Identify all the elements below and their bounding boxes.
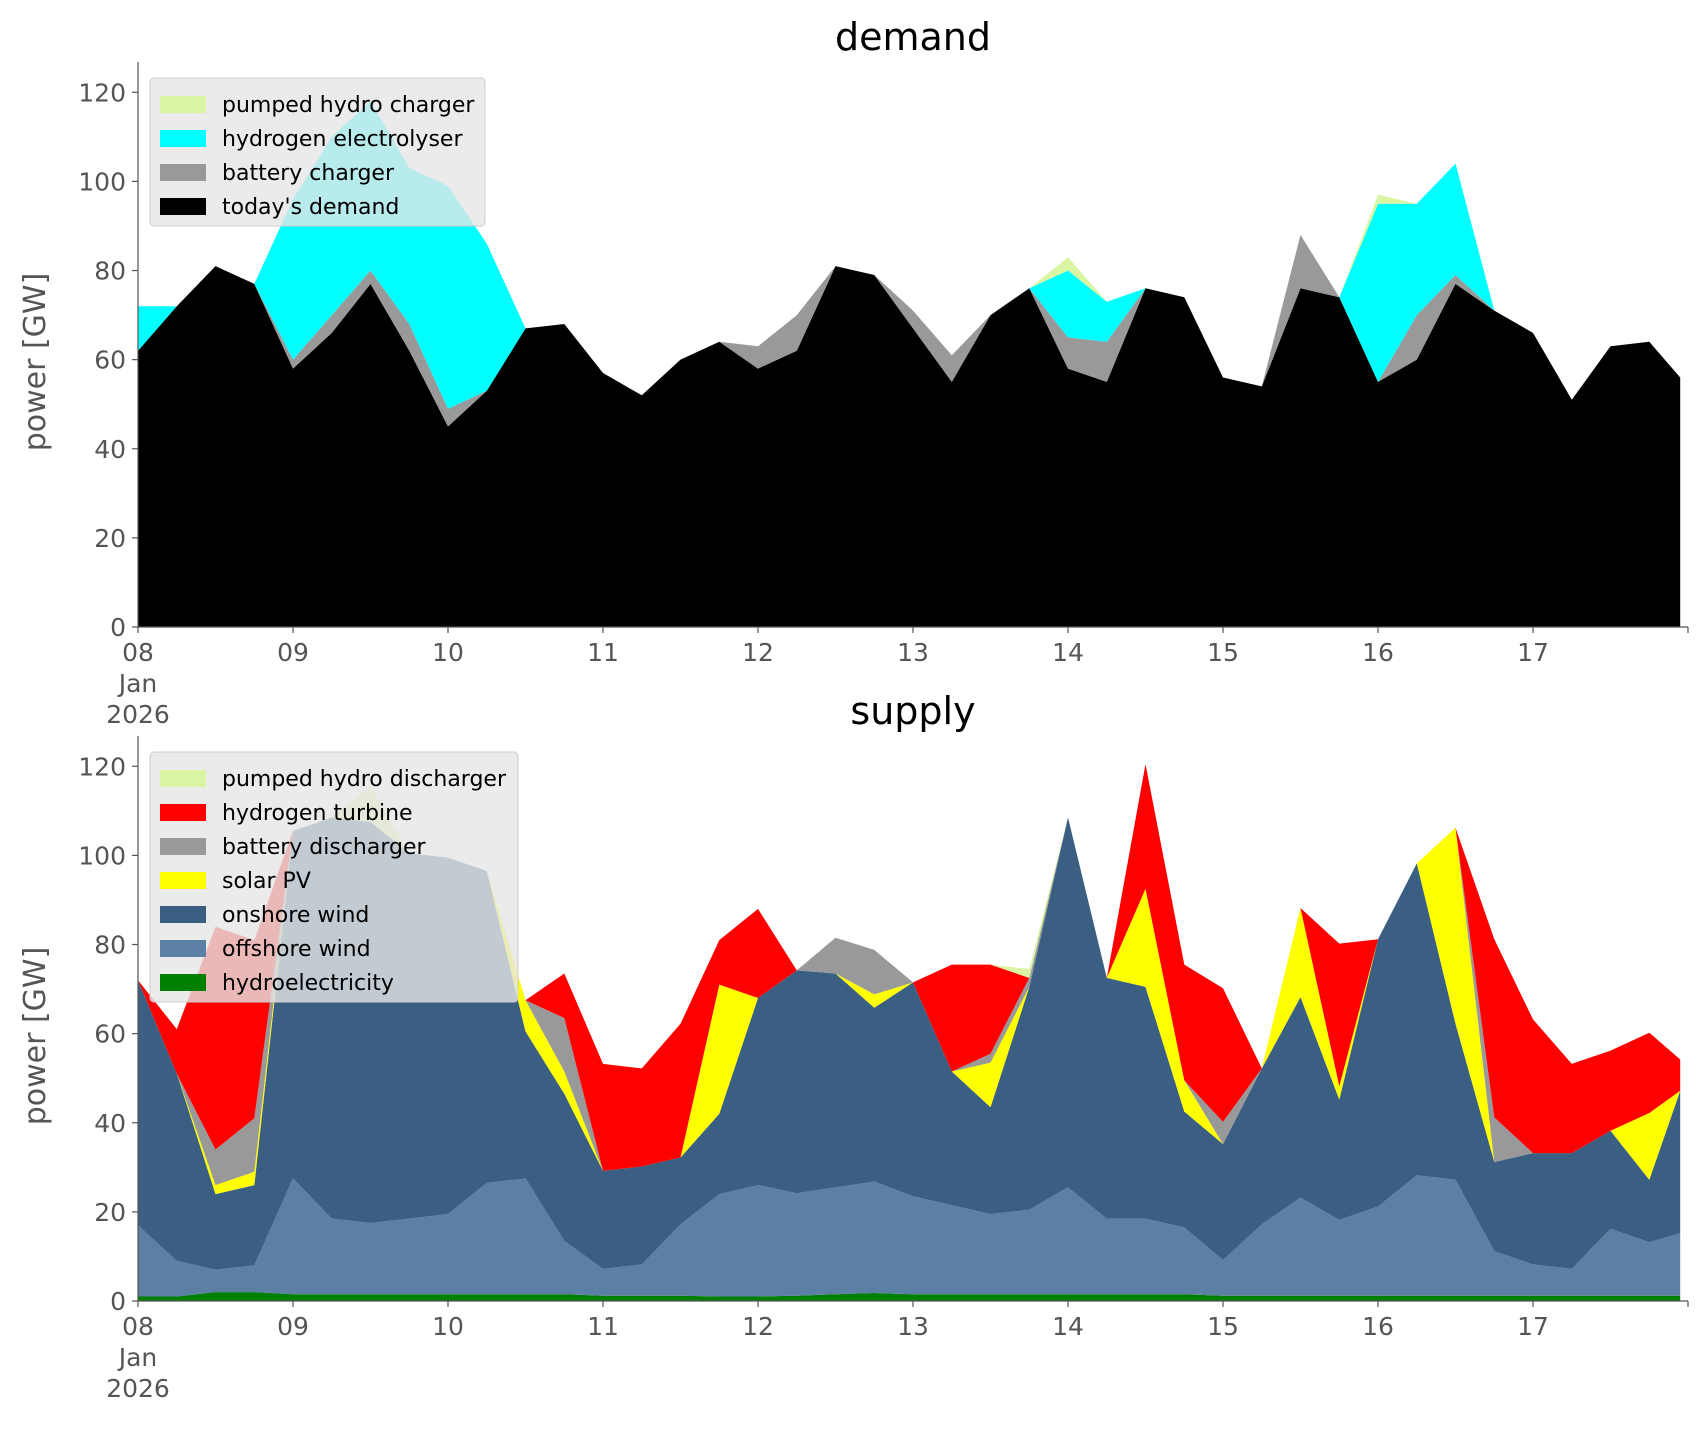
y-tick-label: 100 bbox=[78, 167, 126, 196]
x-tick-label: 09 bbox=[277, 638, 309, 667]
legend-swatch-pumped-hydro-discharger bbox=[160, 770, 206, 787]
legend: pumped hydro discharger hydrogen turbine b… bbox=[149, 751, 519, 1003]
y-tick-label: 0 bbox=[110, 613, 126, 642]
x-tick-label: 17 bbox=[1517, 1312, 1549, 1341]
y-tick-label: 20 bbox=[94, 524, 126, 553]
x-tick-label: 11 bbox=[587, 1312, 619, 1341]
y-tick-label: 60 bbox=[94, 346, 126, 375]
legend: pumped hydro charger hydrogen electrolyse… bbox=[149, 77, 486, 227]
legend-label-battery-charger: battery charger bbox=[222, 161, 395, 186]
legend-swatch-hydroelectricity bbox=[160, 974, 206, 991]
x-tick-label: 14 bbox=[1052, 1312, 1084, 1341]
y-axis-label: power [GW] bbox=[18, 273, 53, 452]
supply-panel: supply power [GW] 0 20 40 60 80 100 120 08 Jan 20… bbox=[18, 689, 1689, 1403]
y-tick-label: 100 bbox=[78, 841, 126, 870]
y-tick-label: 20 bbox=[94, 1198, 126, 1227]
y-tick-label: 40 bbox=[94, 1109, 126, 1138]
x-tick-label: 17 bbox=[1517, 638, 1549, 667]
x-tick-label: 08 Jan 2026 bbox=[106, 638, 170, 729]
x-tick-label: 11 bbox=[587, 638, 619, 667]
x-tick-label: 12 bbox=[742, 1312, 774, 1341]
legend-swatch-hydrogen-electrolyser bbox=[160, 130, 206, 147]
legend-label-offshore-wind: offshore wind bbox=[222, 937, 371, 962]
y-tick-label: 80 bbox=[94, 257, 126, 286]
y-tick-label: 80 bbox=[94, 931, 126, 960]
series-area-hydrogen-turbine bbox=[138, 764, 1681, 1171]
x-tick-label: 16 bbox=[1362, 638, 1394, 667]
x-tick-label: 10 bbox=[432, 1312, 464, 1341]
legend-label-pumped-hydro-discharger: pumped hydro discharger bbox=[222, 767, 507, 792]
y-tick-label: 0 bbox=[110, 1287, 126, 1316]
y-tick-label: 120 bbox=[78, 78, 126, 107]
series-area-hydroelectricity bbox=[138, 1292, 1681, 1301]
x-tick-label: 15 bbox=[1207, 1312, 1239, 1341]
y-tick-label: 40 bbox=[94, 435, 126, 464]
legend-label-hydrogen-turbine: hydrogen turbine bbox=[222, 801, 413, 826]
legend-label-solar-pv: solar PV bbox=[222, 869, 311, 894]
chart-title: supply bbox=[850, 689, 975, 733]
legend-box bbox=[149, 751, 519, 1003]
legend-swatch-battery-charger bbox=[160, 164, 206, 181]
x-tick-label: 10 bbox=[432, 638, 464, 667]
x-tick-label: 09 bbox=[277, 1312, 309, 1341]
plot-area bbox=[138, 764, 1681, 1301]
y-tick-label: 120 bbox=[78, 752, 126, 781]
legend-label-battery-discharger: battery discharger bbox=[222, 835, 427, 860]
legend-swatch-offshore-wind bbox=[160, 940, 206, 957]
x-tick-label: 14 bbox=[1052, 638, 1084, 667]
legend-label-today-s-demand: today's demand bbox=[222, 195, 399, 220]
x-tick-label: 16 bbox=[1362, 1312, 1394, 1341]
series-area-battery-discharger bbox=[138, 817, 1681, 1186]
legend-swatch-pumped-hydro-charger bbox=[160, 96, 206, 113]
x-tick-label: 13 bbox=[897, 638, 929, 667]
y-axis-label: power [GW] bbox=[18, 947, 53, 1126]
x-tick-label: 13 bbox=[897, 1312, 929, 1341]
legend-swatch-today-s-demand bbox=[160, 198, 206, 215]
legend-swatch-battery-discharger bbox=[160, 838, 206, 855]
plot-area bbox=[138, 101, 1681, 627]
legend-label-pumped-hydro-charger: pumped hydro charger bbox=[222, 93, 475, 118]
demand-panel: demand power [GW] 0 20 40 60 80 100 120 08 Jan 20… bbox=[18, 15, 1689, 729]
chart-title: demand bbox=[835, 15, 991, 59]
series-area-today-s-demand bbox=[138, 266, 1681, 627]
legend-label-hydroelectricity: hydroelectricity bbox=[222, 971, 394, 996]
series-area-hydrogen-electrolyser bbox=[138, 101, 1681, 409]
legend-swatch-hydrogen-turbine bbox=[160, 804, 206, 821]
legend-label-onshore-wind: onshore wind bbox=[222, 903, 369, 928]
x-tick-label: 08 Jan 2026 bbox=[106, 1312, 170, 1403]
legend-swatch-onshore-wind bbox=[160, 906, 206, 923]
legend-label-hydrogen-electrolyser: hydrogen electrolyser bbox=[222, 127, 463, 152]
series-area-onshore-wind bbox=[138, 817, 1681, 1270]
legend-box bbox=[149, 77, 486, 227]
x-tick-label: 12 bbox=[742, 638, 774, 667]
series-area-offshore-wind bbox=[138, 1175, 1681, 1297]
x-tick-label: 15 bbox=[1207, 638, 1239, 667]
y-tick-label: 60 bbox=[94, 1020, 126, 1049]
series-area-battery-charger bbox=[138, 234, 1681, 427]
legend-swatch-solar-pv bbox=[160, 872, 206, 889]
